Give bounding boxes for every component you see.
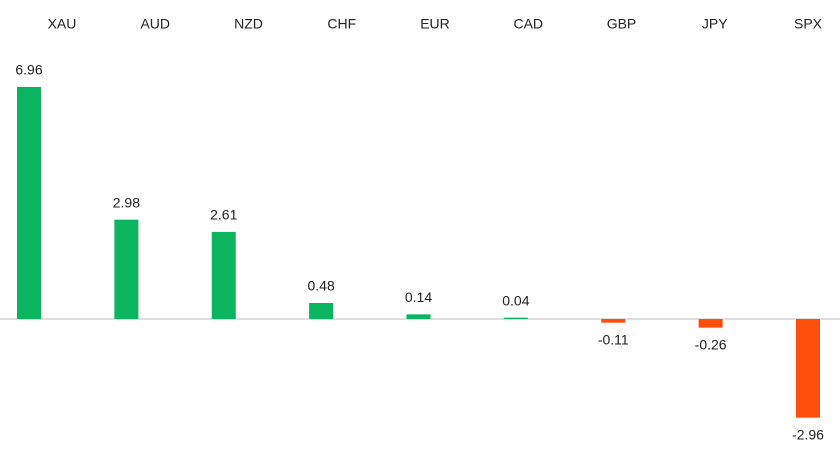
category-label: GBP — [607, 16, 637, 32]
category-label: AUD — [140, 16, 170, 32]
value-label: 0.04 — [502, 292, 529, 308]
bar — [17, 87, 41, 319]
value-label: 0.48 — [308, 278, 335, 294]
category-label: EUR — [420, 16, 450, 32]
bar — [406, 314, 431, 319]
category-label: XAU — [48, 16, 77, 32]
bar — [796, 319, 820, 418]
value-label: 2.61 — [210, 207, 237, 223]
bar — [211, 232, 236, 319]
bar — [114, 219, 139, 319]
category-label: CHF — [327, 16, 356, 32]
value-label: -2.96 — [792, 426, 824, 442]
category-label: SPX — [794, 16, 823, 32]
value-label: -0.26 — [695, 336, 727, 352]
bar — [503, 317, 528, 319]
category-label: NZD — [234, 16, 263, 32]
bar — [698, 319, 723, 328]
value-label: -0.11 — [598, 331, 629, 347]
category-label: CAD — [513, 16, 543, 32]
category-label: JPY — [702, 16, 728, 32]
value-label: 6.96 — [15, 62, 42, 78]
bar — [601, 319, 626, 323]
bar — [309, 303, 334, 319]
value-label: 2.98 — [113, 194, 140, 210]
value-label: 0.14 — [405, 289, 432, 305]
